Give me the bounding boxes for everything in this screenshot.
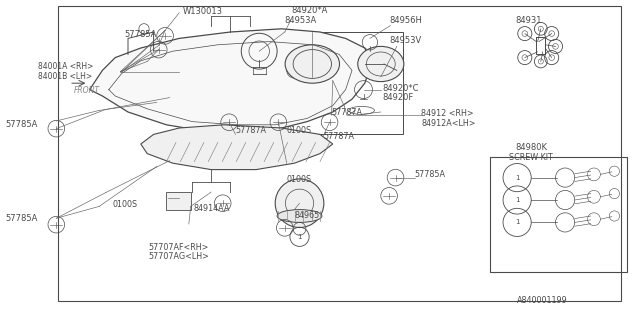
Text: 84920*C: 84920*C: [383, 84, 419, 92]
Text: 84956H: 84956H: [389, 16, 422, 25]
Text: 57785A: 57785A: [415, 170, 445, 179]
Text: 84914AA: 84914AA: [193, 204, 230, 213]
Text: A840001199: A840001199: [517, 296, 568, 305]
Text: 84965: 84965: [294, 212, 319, 220]
Text: 84980K: 84980K: [515, 143, 547, 152]
Text: 84001B <LH>: 84001B <LH>: [38, 72, 93, 81]
Text: 1: 1: [515, 220, 520, 225]
Text: 1: 1: [515, 197, 520, 203]
Bar: [490, 157, 627, 272]
Text: 0100S: 0100S: [287, 175, 312, 184]
Text: 57785A: 57785A: [5, 120, 38, 129]
Text: 0100S: 0100S: [112, 200, 137, 209]
Text: 1: 1: [297, 234, 302, 240]
Text: 84912A<LH>: 84912A<LH>: [421, 119, 476, 128]
Text: 1: 1: [515, 175, 520, 180]
Text: 84001A <RH>: 84001A <RH>: [38, 62, 94, 71]
Ellipse shape: [358, 46, 404, 82]
Bar: [58, 6, 621, 301]
Text: 84912 <RH>: 84912 <RH>: [421, 109, 474, 118]
Polygon shape: [141, 125, 333, 170]
Text: 57707AF<RH>: 57707AF<RH>: [148, 243, 209, 252]
Text: 57787A: 57787A: [323, 132, 354, 140]
Circle shape: [275, 179, 324, 228]
Text: 0100S: 0100S: [287, 126, 312, 135]
Text: 84953A: 84953A: [285, 16, 317, 25]
Bar: [166, 192, 191, 210]
Bar: [230, 32, 403, 134]
Text: 84920F: 84920F: [383, 93, 414, 102]
Text: 57785A: 57785A: [125, 30, 157, 39]
Text: 57787A: 57787A: [332, 108, 362, 117]
Text: 57785A: 57785A: [5, 214, 38, 223]
Text: W130013: W130013: [182, 7, 223, 16]
Ellipse shape: [277, 210, 322, 222]
Polygon shape: [90, 29, 371, 131]
Text: 84931: 84931: [515, 16, 541, 25]
Ellipse shape: [285, 45, 340, 83]
Text: 84953V: 84953V: [389, 36, 421, 45]
Text: 84920*A: 84920*A: [291, 6, 328, 15]
Text: 57787A: 57787A: [236, 126, 266, 135]
Text: FRONT: FRONT: [74, 86, 100, 95]
Text: SCREW KIT: SCREW KIT: [509, 153, 552, 162]
Text: 57707AG<LH>: 57707AG<LH>: [148, 252, 209, 261]
